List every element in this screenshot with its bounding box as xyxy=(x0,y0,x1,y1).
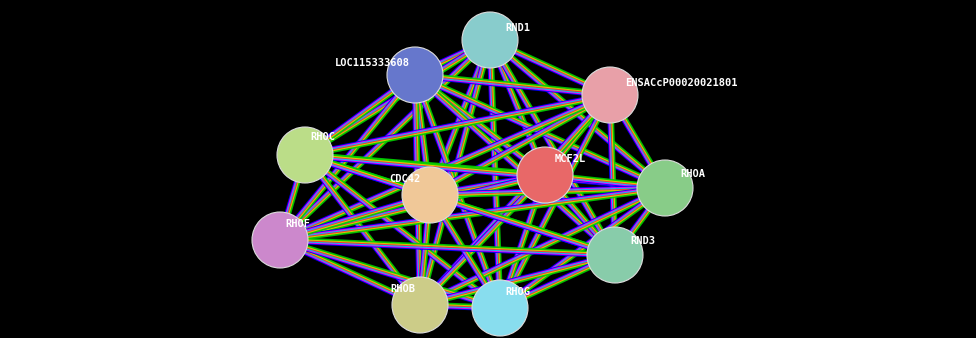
Circle shape xyxy=(517,147,573,203)
Circle shape xyxy=(277,127,333,183)
Circle shape xyxy=(587,227,643,283)
Text: RHOB: RHOB xyxy=(390,284,415,294)
Text: MCF2L: MCF2L xyxy=(555,154,587,164)
Circle shape xyxy=(387,47,443,103)
Circle shape xyxy=(462,12,518,68)
Circle shape xyxy=(252,212,308,268)
Text: RHOC: RHOC xyxy=(310,132,335,142)
Text: RND1: RND1 xyxy=(505,23,530,33)
Circle shape xyxy=(582,67,638,123)
Circle shape xyxy=(637,160,693,216)
Text: RHOF: RHOF xyxy=(285,219,310,229)
Circle shape xyxy=(392,277,448,333)
Circle shape xyxy=(402,167,458,223)
Text: CDC42: CDC42 xyxy=(388,174,420,184)
Circle shape xyxy=(472,280,528,336)
Text: RND3: RND3 xyxy=(630,236,655,246)
Text: ENSACcP00020021801: ENSACcP00020021801 xyxy=(625,78,738,88)
Text: LOC115333608: LOC115333608 xyxy=(335,58,410,68)
Text: RHOG: RHOG xyxy=(505,287,530,297)
Text: RHOA: RHOA xyxy=(680,169,705,179)
